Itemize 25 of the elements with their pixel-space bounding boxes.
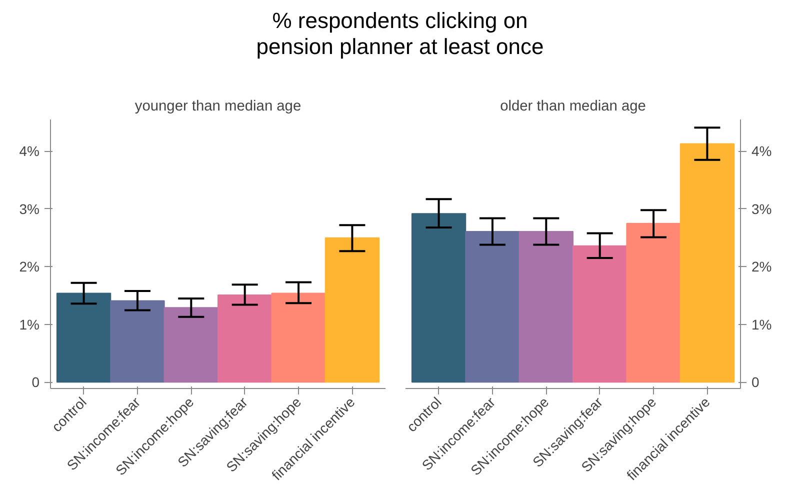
y-tick-label: 2%	[752, 258, 772, 275]
y-tick-label: 4%	[19, 143, 40, 160]
bar	[218, 294, 272, 383]
bar	[324, 237, 380, 383]
bar	[271, 292, 326, 383]
bar	[411, 213, 466, 383]
bar	[164, 307, 218, 383]
bar	[465, 230, 520, 383]
y-tick-label: 0	[32, 374, 40, 390]
y-tick-label: 3%	[19, 200, 40, 217]
y-tick-label: 2%	[19, 258, 40, 275]
chart-title: % respondents clicking on pension planner at least once	[256, 8, 544, 60]
y-tick-label: 4%	[752, 143, 772, 160]
bar	[680, 143, 735, 383]
bar	[56, 292, 112, 383]
bar	[572, 245, 628, 383]
chart-subtitle: younger than median age	[134, 98, 302, 114]
y-tick-label: 1%	[752, 316, 772, 332]
y-tick-label: 3%	[752, 200, 772, 217]
bar	[518, 230, 574, 383]
chart-subtitle: older than median age	[500, 98, 646, 114]
y-tick-label: 1%	[19, 316, 40, 332]
bar	[626, 222, 681, 383]
bar	[110, 300, 165, 383]
y-tick-label: 0	[752, 374, 760, 390]
